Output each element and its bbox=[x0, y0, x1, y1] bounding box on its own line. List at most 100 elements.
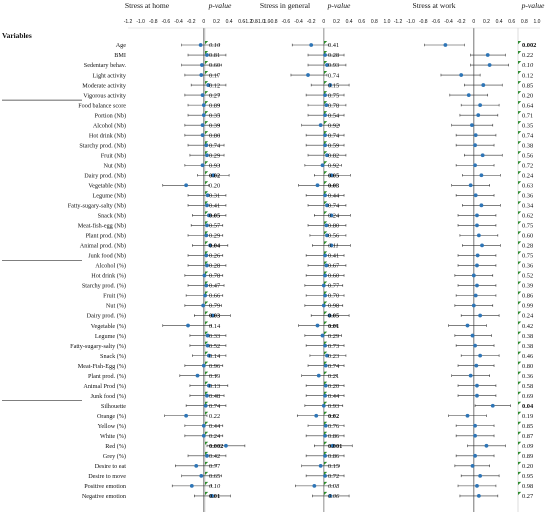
significance-flag bbox=[518, 391, 522, 395]
significance-flag bbox=[518, 211, 522, 215]
p-value: 0.46 bbox=[522, 353, 533, 360]
estimate-point bbox=[184, 183, 189, 188]
p-value: 0.75 bbox=[522, 223, 533, 230]
significance-flag bbox=[205, 191, 209, 195]
estimate-point bbox=[321, 303, 326, 308]
variable-label: Animal Prod (%) bbox=[83, 383, 126, 390]
significance-flag bbox=[205, 231, 209, 235]
p-value: 0.03 bbox=[328, 182, 339, 189]
estimate-point bbox=[474, 363, 479, 368]
p-value: 0.78 bbox=[209, 273, 220, 280]
significance-flag bbox=[205, 301, 209, 305]
p-value: 0.10 bbox=[209, 483, 221, 490]
estimate-point bbox=[205, 53, 209, 57]
variable-label: BMI bbox=[114, 52, 126, 59]
significance-flag bbox=[205, 131, 209, 135]
p-value: 0.28 bbox=[209, 263, 220, 270]
variable-label: Fruit (Nb) bbox=[101, 152, 126, 159]
tick-label: 0.4 bbox=[346, 19, 353, 25]
tick-label: -0.4 bbox=[294, 19, 303, 25]
p-value: 0.79 bbox=[209, 303, 220, 310]
p-value: 0.28 bbox=[522, 243, 533, 250]
tick-label: -1.2 bbox=[394, 19, 403, 25]
variable-label: Animal prod. (Nb) bbox=[80, 243, 126, 250]
tick-label: -1.0 bbox=[136, 19, 145, 25]
estimate-point bbox=[473, 293, 478, 298]
p-value: 0.35 bbox=[209, 112, 220, 119]
estimate-point bbox=[327, 313, 332, 318]
panel-2: Stress at work p-value-1.2 -1.0 -0.8 -0.6 -0.… bbox=[394, 1, 545, 512]
variable-label: White (%) bbox=[100, 433, 126, 440]
variable-label: Moderate activity bbox=[82, 82, 127, 89]
variable-label: Plant prod. (Nb) bbox=[86, 233, 126, 240]
significance-flag bbox=[324, 181, 328, 185]
estimate-point bbox=[306, 73, 310, 77]
significance-flag bbox=[518, 251, 522, 255]
p-value: 0.01 bbox=[328, 323, 339, 330]
estimate-point bbox=[201, 423, 206, 428]
estimate-point bbox=[205, 263, 209, 268]
estimate-point bbox=[476, 494, 481, 498]
pvalue-header: p-value bbox=[521, 1, 545, 10]
estimate-point bbox=[200, 123, 205, 128]
significance-flag bbox=[518, 261, 522, 265]
significance-flag bbox=[324, 121, 328, 125]
variable-label: Sedentary behav. bbox=[84, 62, 127, 69]
significance-flag bbox=[205, 451, 209, 456]
variable-label: Fatty-sugary-salty (%) bbox=[70, 343, 126, 350]
p-value: 0.38 bbox=[522, 333, 533, 340]
estimate-point bbox=[470, 333, 475, 338]
variable-label: Portion (Nb) bbox=[95, 112, 126, 119]
significance-flag bbox=[324, 251, 328, 255]
estimate-point bbox=[318, 123, 323, 128]
p-value: 0.54 bbox=[328, 112, 340, 119]
significance-flag bbox=[205, 71, 209, 75]
significance-flag bbox=[518, 481, 522, 486]
significance-flag bbox=[518, 41, 522, 45]
estimate-point bbox=[208, 243, 213, 248]
estimate-point bbox=[205, 343, 210, 348]
p-value: 0.22 bbox=[209, 413, 220, 420]
panel-0: Stress at home p-value-1.2 -1.0 -0.8 -0.6 -0.… bbox=[124, 1, 271, 512]
p-value: 0.74 bbox=[209, 142, 221, 149]
p-value: 0.81 bbox=[209, 52, 220, 59]
p-value: 0.04 bbox=[209, 243, 221, 250]
significance-flag bbox=[324, 201, 328, 205]
estimate-point bbox=[323, 473, 327, 478]
significance-flag bbox=[518, 61, 522, 65]
tick-label: -0.6 bbox=[432, 19, 441, 25]
p-value: 0.39 bbox=[209, 122, 220, 129]
estimate-point bbox=[479, 203, 484, 208]
estimate-point bbox=[323, 253, 327, 258]
significance-flag bbox=[205, 271, 209, 275]
variable-label: Junk food (%) bbox=[91, 393, 126, 400]
significance-flag bbox=[205, 121, 209, 125]
estimate-point bbox=[323, 423, 328, 428]
significance-flag bbox=[324, 431, 328, 435]
p-value: 0.24 bbox=[328, 213, 340, 220]
p-value: 0.60 bbox=[209, 62, 220, 69]
p-value: 0.85 bbox=[522, 423, 533, 430]
significance-flag bbox=[324, 271, 328, 275]
tick-label: -1.0 bbox=[256, 19, 265, 25]
estimate-point bbox=[210, 313, 215, 318]
estimate-point bbox=[205, 393, 209, 398]
p-value: 0.56 bbox=[328, 233, 339, 240]
p-value: 0.72 bbox=[522, 162, 533, 169]
estimate-point bbox=[329, 243, 334, 248]
tick-label: 0.4 bbox=[496, 19, 503, 25]
significance-flag bbox=[205, 281, 209, 285]
p-value: 0.23 bbox=[328, 353, 339, 360]
significance-flag bbox=[518, 91, 522, 95]
panel-1: Stress in general p-value -1.2 -1.0 -0.8 -0.6… bbox=[244, 1, 391, 512]
significance-flag bbox=[324, 461, 328, 466]
estimate-point bbox=[195, 373, 200, 378]
significance-flag bbox=[324, 411, 328, 415]
estimate-point bbox=[473, 453, 477, 458]
estimate-point bbox=[200, 93, 205, 97]
variable-label: Desire to move bbox=[88, 473, 126, 480]
significance-flag bbox=[324, 241, 328, 245]
estimate-point bbox=[459, 73, 464, 77]
estimate-point bbox=[312, 483, 317, 488]
p-value: 0.44 bbox=[209, 423, 221, 430]
